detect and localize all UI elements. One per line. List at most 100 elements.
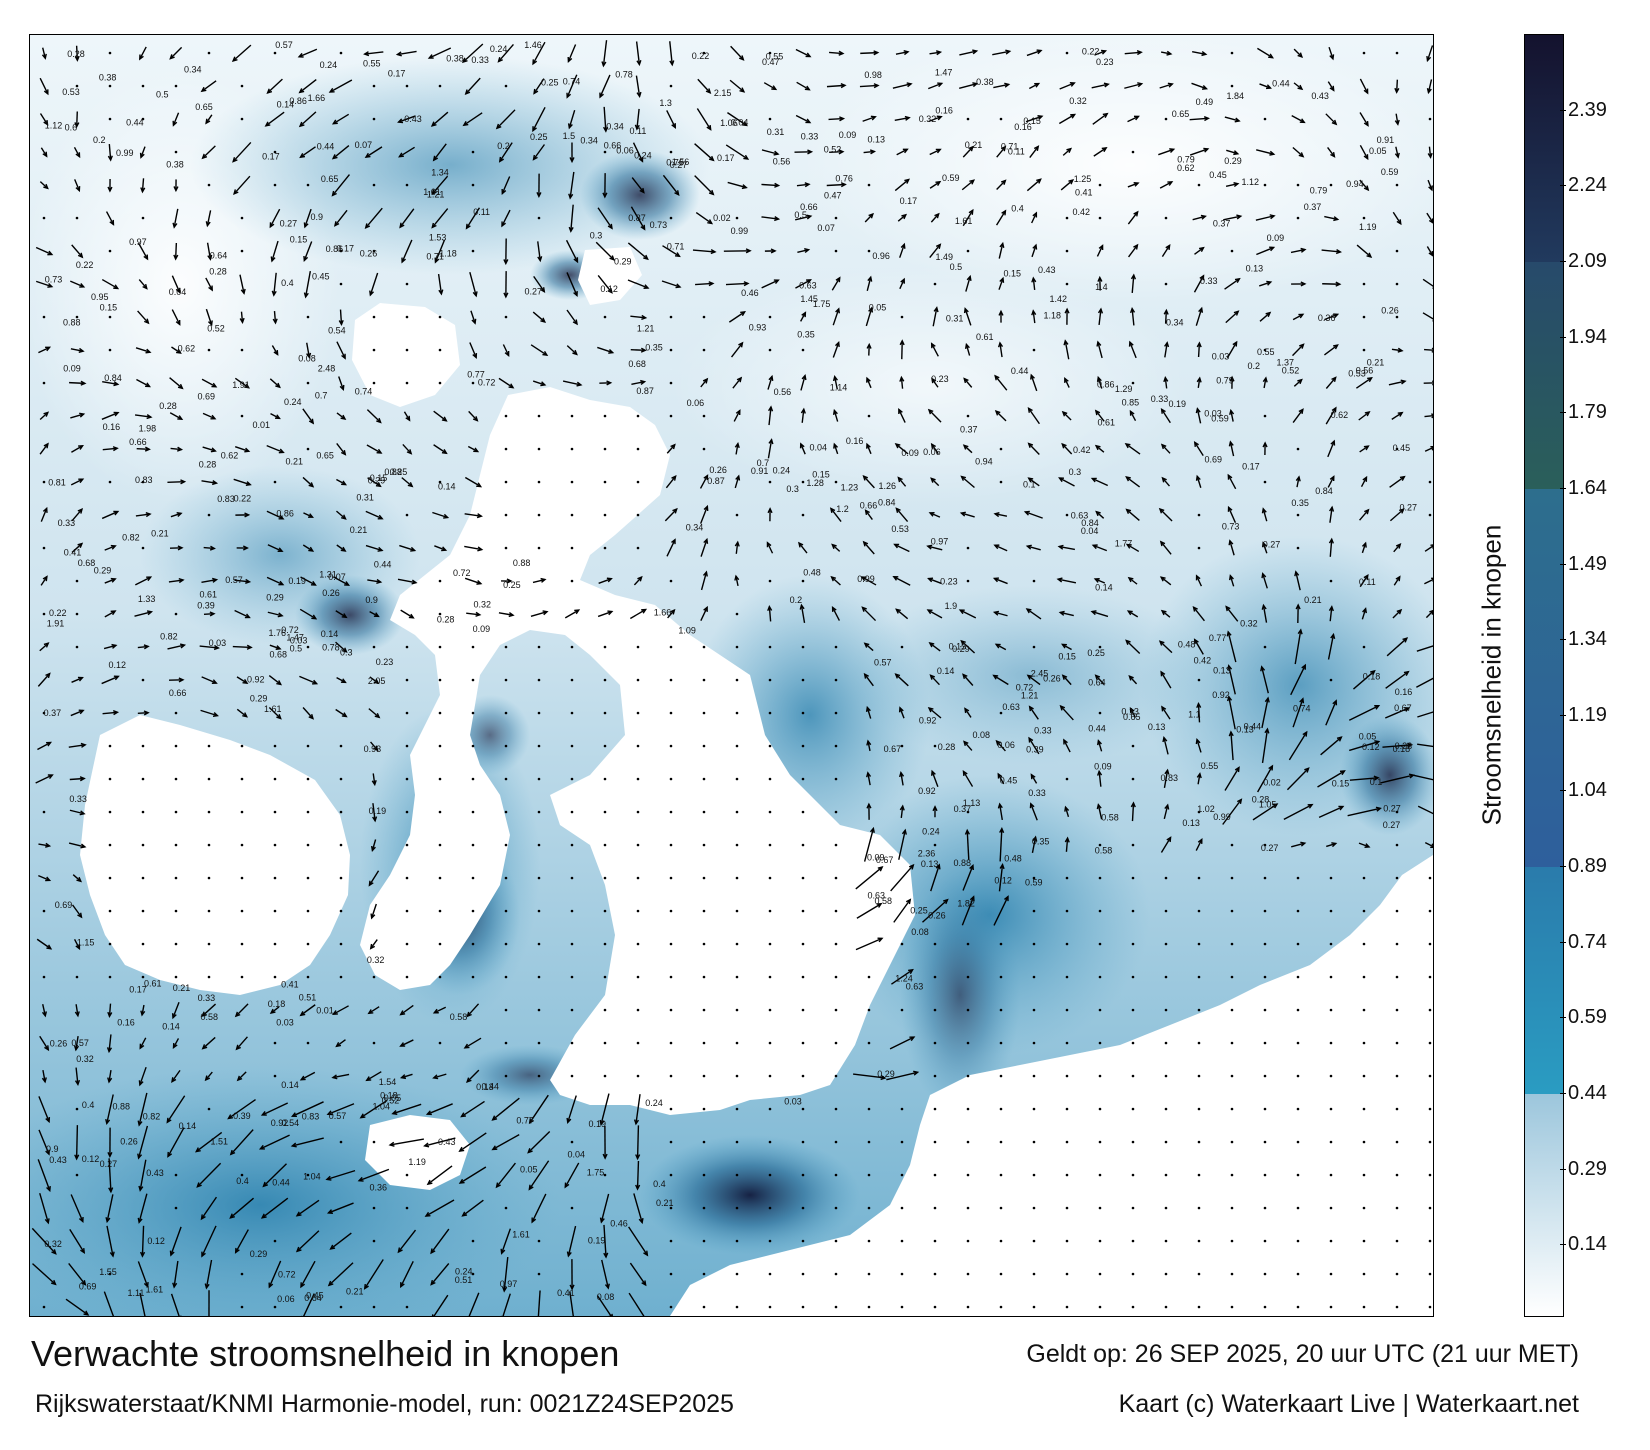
current-speed-map[interactable]: 0.45 0.27 0.21 0.23 0.24 0.43 0.44 0.4 0.41 0.44 0… — [29, 34, 1434, 1317]
current-arrow — [796, 81, 811, 91]
current-arrow — [234, 377, 250, 389]
grid-dot — [1098, 1140, 1102, 1144]
current-arrow — [662, 245, 681, 258]
grid-dot — [900, 1239, 904, 1243]
current-arrow — [466, 1003, 480, 1018]
speed-label: 0.69 — [79, 1281, 97, 1291]
current-arrow — [1096, 340, 1103, 359]
current-arrow — [39, 77, 49, 96]
current-arrow — [1318, 805, 1345, 819]
grid-dot — [504, 744, 508, 748]
speed-label: 0.21 — [965, 140, 983, 150]
grid-dot — [306, 447, 310, 451]
grid-dot — [1362, 909, 1366, 913]
speed-label: 0.01 — [253, 420, 271, 430]
speed-label: 0.55 — [363, 59, 381, 69]
land-mainland-west — [80, 715, 350, 995]
grid-dot — [240, 414, 244, 418]
grid-dot — [768, 876, 772, 880]
speed-label: 0.22 — [234, 494, 252, 504]
current-arrow — [399, 1073, 413, 1080]
speed-label: 0.24 — [490, 44, 508, 54]
speed-label: 0.42 — [1073, 207, 1091, 217]
grid-dot — [1032, 975, 1036, 979]
current-arrow — [432, 1073, 447, 1080]
grid-dot — [603, 447, 607, 451]
grid-dot — [108, 843, 112, 847]
speed-label: 0.72 — [281, 625, 299, 635]
grid-dot — [867, 249, 871, 253]
grid-dot — [372, 1206, 376, 1210]
speed-label: 1.4 — [1095, 282, 1108, 292]
grid-dot — [1296, 183, 1300, 187]
speed-label: 0.63 — [799, 281, 817, 291]
current-arrow — [566, 309, 578, 326]
current-arrow — [964, 828, 971, 860]
speed-label: 0.13 — [868, 135, 886, 145]
current-arrow — [631, 379, 647, 385]
grid-dot — [1230, 1206, 1234, 1210]
current-arrow — [1325, 376, 1337, 389]
speed-label: 0.09 — [63, 364, 81, 374]
current-arrow — [692, 249, 717, 255]
current-arrow — [630, 314, 648, 321]
grid-dot — [735, 777, 739, 781]
current-arrow — [768, 405, 774, 426]
speed-label: 1.2 — [836, 504, 849, 514]
speed-label: 0.05 — [869, 303, 887, 313]
current-arrow — [369, 676, 380, 685]
grid-dot — [471, 810, 475, 814]
current-arrow — [208, 1290, 210, 1316]
current-arrow — [930, 477, 940, 487]
grid-dot — [1395, 51, 1399, 55]
speed-label: 0.03 — [290, 635, 308, 645]
grid-dot — [372, 1305, 376, 1309]
speed-label: 0.38 — [446, 53, 464, 63]
speed-label: 0.24 — [645, 1098, 663, 1108]
grid-dot — [636, 876, 640, 880]
grid-dot — [306, 777, 310, 781]
current-arrow — [326, 1103, 355, 1116]
current-arrow — [895, 507, 909, 523]
grid-dot — [735, 678, 739, 682]
grid-dot — [801, 348, 805, 352]
current-arrow — [101, 675, 120, 685]
current-arrow — [928, 82, 944, 90]
grid-dot — [834, 678, 838, 682]
grid-dot — [1131, 876, 1135, 880]
current-arrow — [962, 444, 973, 454]
grid-dot — [735, 909, 739, 913]
current-arrow — [402, 443, 413, 455]
grid-dot — [735, 1074, 739, 1078]
current-arrow — [1389, 475, 1406, 488]
grid-dot — [339, 777, 343, 781]
speed-label: 0.34 — [184, 64, 202, 74]
current-arrow — [1228, 574, 1235, 587]
current-arrow — [1129, 706, 1137, 718]
current-arrow — [461, 43, 484, 64]
grid-dot — [966, 810, 970, 814]
current-arrow — [961, 895, 975, 926]
current-arrow — [895, 49, 910, 56]
current-arrow — [233, 478, 252, 486]
current-arrow — [201, 1003, 217, 1018]
speed-label: 0.29 — [94, 566, 112, 576]
grid-dot — [1362, 315, 1366, 319]
speed-label: 0.14 — [321, 629, 339, 639]
current-arrow — [336, 443, 347, 456]
current-arrow — [929, 674, 940, 686]
current-arrow — [430, 111, 449, 127]
current-arrow — [167, 643, 187, 650]
speed-label: 0.97 — [931, 536, 949, 546]
grid-dot — [768, 1107, 772, 1111]
current-arrow — [860, 576, 877, 586]
current-arrow — [1194, 246, 1205, 255]
grid-dot — [801, 909, 805, 913]
current-arrow — [1327, 439, 1336, 458]
current-arrow — [1125, 476, 1141, 488]
grid-dot — [1428, 1305, 1432, 1309]
grid-dot — [1395, 975, 1399, 979]
current-arrow — [528, 1094, 549, 1125]
current-arrow — [628, 1226, 649, 1257]
current-arrow — [357, 1168, 390, 1182]
